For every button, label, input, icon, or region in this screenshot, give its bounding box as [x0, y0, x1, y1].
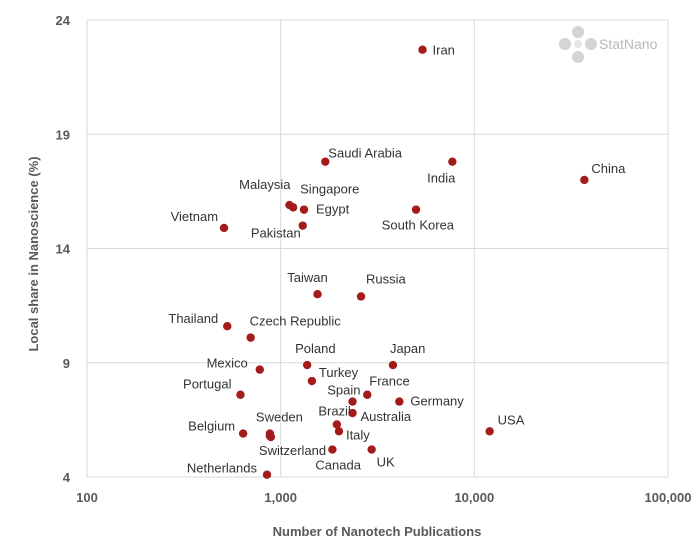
data-point-vietnam: [219, 223, 229, 233]
data-point-poland: [302, 360, 312, 370]
point-label-singapore: Singapore: [300, 181, 359, 196]
data-point-iran: [418, 45, 427, 54]
data-point-saudi-arabia: [321, 157, 330, 166]
statnano-logo-text: StatNano: [599, 36, 658, 52]
data-point-australia: [348, 408, 357, 418]
data-point-germany: [395, 397, 404, 406]
point-label-pakistan: Pakistan: [251, 226, 301, 241]
data-point-czech-republic: [246, 333, 255, 342]
point-label-canada: Canada: [315, 458, 361, 473]
point-label-vietnam: Vietnam: [171, 209, 218, 224]
point-label-belgium: Belgium: [188, 419, 235, 434]
point-label-germany: Germany: [410, 394, 464, 409]
point-label-sweden: Sweden: [256, 410, 303, 425]
point-label-france: France: [369, 374, 409, 389]
y-tick-label: 24: [56, 13, 71, 28]
point-label-netherlands: Netherlands: [187, 461, 258, 476]
x-tick-label: 1,000: [264, 490, 297, 505]
point-label-portugal: Portugal: [183, 377, 232, 392]
data-point-russia: [356, 292, 366, 301]
data-point-portugal: [236, 390, 245, 399]
data-point-pakistan: [298, 221, 307, 230]
point-label-malaysia: Malaysia: [239, 177, 291, 192]
statnano-logo: StatNano: [559, 26, 658, 63]
data-point-belgium: [238, 429, 248, 438]
data-point-brazil: [332, 420, 342, 429]
data-point-switzerland-point2: [266, 432, 276, 442]
data-points: [219, 45, 589, 479]
y-tick-label: 14: [56, 242, 71, 257]
point-label-italy: Italy: [346, 427, 370, 442]
data-point-canada: [328, 445, 337, 454]
data-point-singapore: [288, 203, 298, 212]
point-label-poland: Poland: [295, 341, 335, 356]
point-label-china: China: [591, 161, 626, 176]
data-point-egypt: [299, 205, 309, 214]
data-point-usa: [485, 427, 494, 436]
point-label-usa: USA: [498, 412, 525, 427]
data-point-uk: [367, 445, 376, 454]
data-point-france: [363, 390, 372, 399]
y-tick-label: 19: [56, 127, 70, 142]
point-label-brazil: Brazil: [318, 403, 351, 418]
point-label-india: India: [427, 171, 456, 186]
data-point-china: [580, 175, 589, 185]
data-point-netherlands: [262, 470, 272, 479]
data-point-mexico: [255, 365, 264, 374]
y-tick-label: 4: [63, 470, 71, 485]
y-axis-title: Local share in Nanoscience (%): [26, 156, 41, 351]
data-point-japan: [388, 360, 398, 370]
point-label-iran: Iran: [433, 43, 455, 58]
grid: [86, 19, 669, 478]
point-label-saudi-arabia: Saudi Arabia: [328, 146, 402, 161]
point-label-taiwan: Taiwan: [287, 270, 327, 285]
data-point-turkey: [307, 376, 317, 386]
x-axis-title: Number of Nanotech Publications: [273, 524, 482, 539]
point-labels: Iran Saudi Arabia India China Malaysia Singap…: [168, 43, 626, 476]
point-label-egypt: Egypt: [316, 202, 350, 217]
x-tick-label: 100,000: [645, 490, 692, 505]
statnano-logo-icon: [559, 26, 597, 63]
data-point-italy: [334, 427, 344, 436]
point-label-czech-republic: Czech Republic: [250, 314, 342, 329]
point-label-south-korea: South Korea: [382, 218, 455, 233]
point-label-switzerland: Switzerland: [259, 443, 326, 458]
point-label-turkey: Turkey: [319, 365, 359, 380]
data-point-taiwan: [313, 290, 322, 299]
y-tick-label: 9: [63, 356, 70, 371]
point-label-australia: Australia: [361, 409, 412, 424]
data-point-south-korea: [411, 205, 421, 214]
point-label-thailand: Thailand: [168, 311, 218, 326]
point-label-russia: Russia: [366, 271, 407, 286]
point-label-uk: UK: [377, 455, 395, 470]
axis-ticks: 100 1,000 10,000 100,000 4 9 14 19 24: [56, 13, 692, 505]
data-point-spain: [348, 397, 357, 406]
point-label-mexico: Mexico: [207, 356, 248, 371]
data-point-thailand: [223, 321, 232, 331]
x-tick-label: 100: [76, 490, 98, 505]
data-point-india: [448, 157, 457, 166]
x-tick-label: 10,000: [454, 490, 494, 505]
point-label-spain: Spain: [327, 383, 360, 398]
point-label-japan: Japan: [390, 341, 425, 356]
